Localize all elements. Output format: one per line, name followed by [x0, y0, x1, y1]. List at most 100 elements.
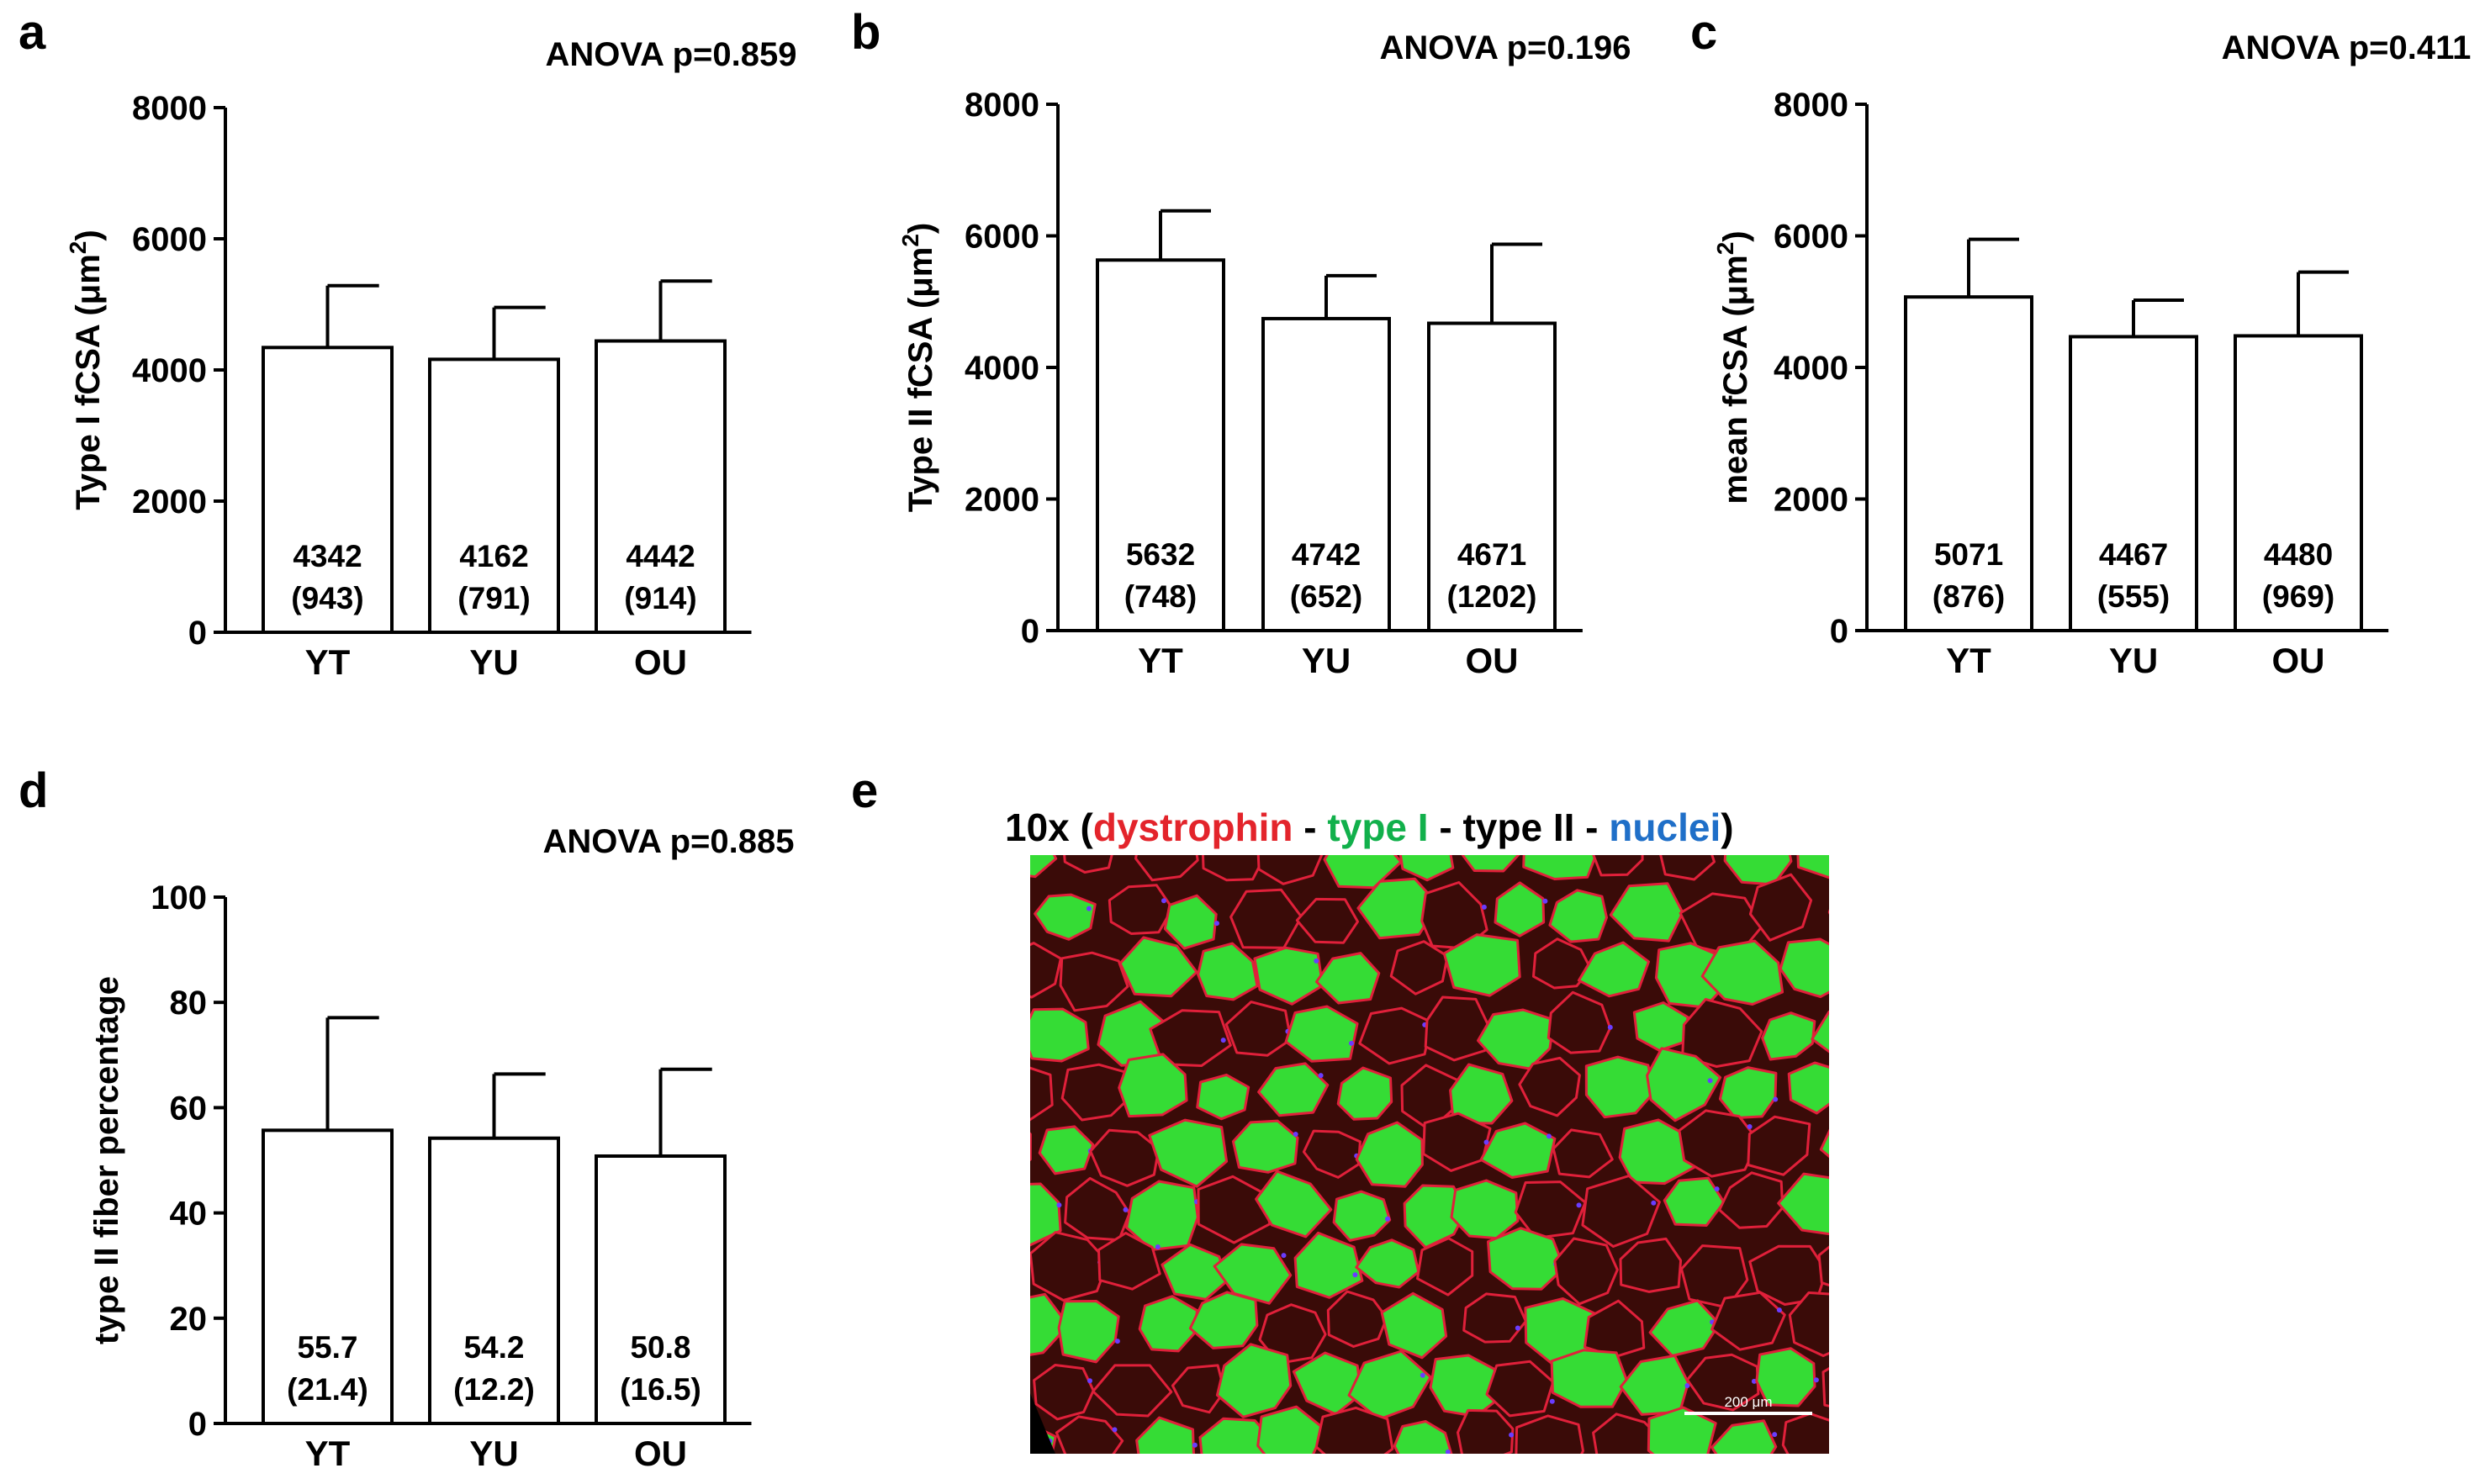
- sd-label-YT: (748): [1124, 579, 1197, 614]
- muscle-fiber: [1030, 1182, 1062, 1247]
- sd-label-YU: (555): [2097, 579, 2170, 614]
- nucleus: [1114, 1339, 1120, 1344]
- nucleus: [1350, 786, 1355, 791]
- bar-OU: [2234, 334, 2363, 632]
- muscle-fiber: [1663, 1176, 1726, 1227]
- chart-title: ANOVA p=0.196: [1379, 29, 1631, 66]
- nucleus: [1847, 844, 1852, 849]
- muscle-fiber: [1646, 1047, 1722, 1122]
- nucleus: [1607, 1024, 1613, 1030]
- x-tick-label-OU: OU: [2272, 641, 2325, 680]
- muscle-fiber: [1547, 990, 1612, 1054]
- nucleus: [1747, 1124, 1753, 1129]
- muscle-fiber: [1355, 1238, 1420, 1289]
- muscle-fiber: [1479, 1122, 1557, 1179]
- muscle-fibers: [928, 773, 1951, 1466]
- nucleus: [1352, 1272, 1358, 1278]
- muscle-fiber: [1097, 1232, 1161, 1291]
- muscle-fiber: [1089, 1128, 1161, 1187]
- nucleus: [1155, 1244, 1161, 1249]
- muscle-fiber: [1781, 1412, 1829, 1454]
- nucleus: [1420, 1372, 1425, 1378]
- nucleus: [1030, 1043, 1031, 1046]
- y-axis-label-superscript: 2: [1712, 242, 1738, 256]
- muscle-fiber: [1450, 1179, 1520, 1240]
- nucleus: [1813, 1377, 1819, 1383]
- x-tick-label-YU: YU: [469, 1434, 518, 1473]
- y-tick-label: 0: [1830, 613, 1848, 650]
- y-axis-label-end: ): [1717, 230, 1754, 241]
- x-tick-label-YT: YT: [1946, 641, 1991, 680]
- nucleus: [1684, 1383, 1690, 1388]
- muscle-fiber: [1816, 773, 1887, 825]
- nucleus: [1314, 958, 1319, 964]
- y-axis-label-end: ): [70, 230, 107, 240]
- muscle-fiber: [1257, 1062, 1330, 1117]
- sd-label-YU: (652): [1290, 579, 1362, 614]
- muscle-fiber: [1883, 889, 1951, 947]
- chart-title: ANOVA p=0.859: [545, 36, 796, 73]
- muscle-fiber: [1779, 937, 1829, 999]
- muscle-fiber: [1092, 1364, 1173, 1418]
- muscle-fiber: [1710, 1419, 1778, 1454]
- muscle-fiber: [1581, 1175, 1661, 1248]
- data-label-YU: 4467: [2099, 537, 2168, 572]
- stain-type-1: type I: [1327, 805, 1428, 849]
- muscle-fiber: [1255, 1170, 1333, 1238]
- x-tick-label-OU: OU: [1466, 641, 1519, 680]
- bar-YU: [2069, 335, 2198, 632]
- nucleus: [1281, 1253, 1287, 1259]
- sd-label-OU: (969): [2262, 579, 2334, 614]
- title-suffix: ): [1721, 805, 1733, 849]
- muscle-fiber: [1389, 940, 1449, 995]
- y-axis-label: mean fCSA (μm2): [1712, 230, 1754, 504]
- panel-letter-b: b: [851, 5, 880, 60]
- muscle-fiber: [1118, 1053, 1188, 1118]
- sd-label-OU: (1202): [1447, 579, 1537, 614]
- muscle-fiber: [1148, 1118, 1229, 1188]
- data-label-YT: 5071: [1934, 537, 2003, 572]
- muscle-fiber: [1393, 1420, 1453, 1454]
- nucleus: [1087, 1378, 1092, 1384]
- title-prefix: 10x (: [1005, 805, 1094, 849]
- nucleus: [1932, 1281, 1937, 1286]
- x-tick-label-OU: OU: [634, 1434, 687, 1473]
- nucleus: [1776, 1307, 1782, 1313]
- y-tick-label: 8000: [1774, 87, 1848, 124]
- nucleus: [1912, 1333, 1917, 1338]
- muscle-fiber: [1293, 1231, 1364, 1299]
- muscle-fiber: [1213, 1243, 1293, 1305]
- y-tick-label: 0: [188, 615, 207, 652]
- chart-panel-d: d ANOVA p=0.885 0 20 40 60 80 100 type II fiber …: [19, 763, 795, 1473]
- data-label-YT: 4342: [293, 539, 362, 573]
- nucleus: [1751, 1378, 1757, 1384]
- chart-title: ANOVA p=0.885: [542, 823, 794, 860]
- muscle-fiber: [1552, 1128, 1614, 1179]
- x-tick-label-YT: YT: [1138, 641, 1183, 680]
- muscle-fiber: [928, 1402, 997, 1466]
- muscle-fiber: [1518, 1056, 1581, 1117]
- nucleus: [1445, 1449, 1451, 1454]
- muscle-fiber: [938, 1298, 999, 1355]
- muscle-fiber: [1487, 1227, 1566, 1291]
- muscle-fiber: [935, 1064, 1000, 1129]
- nucleus: [993, 1101, 998, 1106]
- muscle-fiber: [1710, 1291, 1786, 1351]
- x-tick-label-YU: YU: [1302, 641, 1351, 680]
- nucleus: [1481, 904, 1487, 910]
- bar-YT: [262, 1128, 394, 1425]
- nucleus: [1853, 1314, 1858, 1319]
- x-tick-label-YU: YU: [2109, 641, 2158, 680]
- muscle-fiber: [1609, 882, 1684, 943]
- y-tick-label: 4000: [1774, 350, 1848, 387]
- muscle-fiber: [1853, 1295, 1918, 1360]
- y-axis-label-superscript: 2: [65, 241, 91, 255]
- muscle-fiber: [1796, 855, 1829, 879]
- chart-panel-a: a ANOVA p=0.859 0 2000 4000 6000 8000 Type I fC…: [19, 5, 797, 682]
- muscle-fiber: [1761, 1011, 1816, 1061]
- nucleus: [1385, 1216, 1390, 1222]
- muscle-fiber: [1059, 951, 1129, 1012]
- sd-label-YT: (943): [291, 581, 363, 615]
- muscle-fiber: [1380, 1291, 1448, 1360]
